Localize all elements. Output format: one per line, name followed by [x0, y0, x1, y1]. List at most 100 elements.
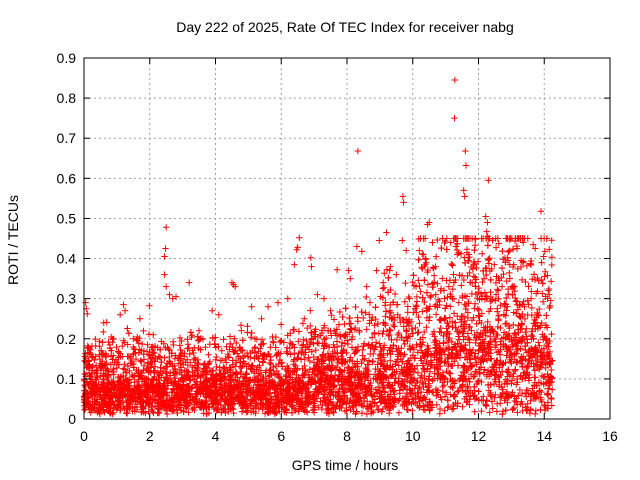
data-point	[272, 333, 280, 341]
data-point	[237, 371, 245, 378]
data-point	[462, 305, 470, 313]
data-point	[100, 328, 107, 336]
data-point	[515, 322, 522, 329]
data-point	[308, 263, 315, 270]
data-point	[499, 407, 507, 415]
data-point	[470, 314, 477, 321]
data-point	[372, 365, 379, 373]
data-point	[434, 236, 441, 244]
data-point	[511, 287, 518, 295]
data-point	[548, 237, 555, 244]
data-point	[493, 341, 500, 349]
data-point	[417, 288, 424, 295]
data-point	[259, 359, 267, 366]
data-point	[334, 359, 342, 367]
data-point	[471, 246, 478, 254]
data-point	[324, 327, 332, 334]
data-point	[184, 341, 192, 348]
data-point	[387, 263, 394, 270]
data-point	[487, 329, 494, 336]
data-point	[546, 361, 553, 368]
data-point	[436, 410, 444, 417]
data-point	[432, 344, 440, 351]
data-point	[537, 359, 544, 366]
data-point	[512, 297, 520, 305]
data-point	[513, 340, 521, 347]
data-point	[432, 385, 440, 393]
data-point	[111, 391, 118, 398]
data-point	[263, 385, 270, 393]
data-point	[304, 389, 312, 396]
data-point	[519, 333, 527, 341]
data-point	[309, 407, 317, 414]
data-point	[168, 350, 175, 357]
data-point	[471, 353, 478, 361]
data-point	[182, 367, 190, 375]
data-point	[252, 343, 259, 351]
data-point	[335, 355, 342, 363]
data-point	[334, 399, 341, 406]
data-point	[438, 329, 445, 336]
data-point	[371, 393, 379, 401]
data-point	[146, 352, 154, 360]
data-point	[293, 374, 300, 381]
data-point	[87, 409, 94, 416]
data-point	[495, 295, 502, 302]
data-point	[352, 348, 359, 356]
data-point	[510, 370, 517, 378]
data-point	[82, 350, 89, 357]
data-point	[367, 390, 375, 398]
data-point	[449, 362, 456, 370]
data-point	[433, 389, 440, 396]
data-point	[449, 285, 456, 293]
data-point	[395, 409, 403, 416]
data-point	[284, 295, 292, 302]
data-point	[549, 386, 556, 393]
data-point	[319, 384, 327, 392]
data-point	[302, 395, 310, 402]
data-point	[385, 332, 392, 340]
data-point	[341, 407, 349, 415]
data-point	[333, 266, 341, 273]
data-point	[103, 319, 110, 326]
data-point	[492, 335, 499, 343]
data-point	[130, 335, 137, 342]
data-point	[473, 264, 480, 272]
data-point	[420, 352, 428, 360]
data-point	[286, 339, 294, 347]
data-point	[545, 343, 552, 350]
data-point	[447, 303, 454, 310]
data-point	[471, 408, 478, 415]
data-point	[525, 301, 532, 308]
data-point	[331, 372, 339, 379]
data-point	[481, 342, 488, 349]
data-point	[455, 299, 462, 306]
data-point	[440, 382, 448, 389]
data-point	[440, 332, 447, 340]
data-point	[405, 293, 412, 301]
data-point	[514, 409, 521, 416]
data-point	[468, 327, 475, 334]
data-point	[345, 267, 352, 274]
data-point	[390, 341, 397, 349]
data-point	[444, 378, 451, 386]
data-point	[506, 354, 513, 361]
data-point	[447, 375, 454, 383]
data-point	[509, 263, 517, 271]
data-point	[200, 368, 208, 375]
data-point	[393, 336, 401, 344]
data-point	[358, 308, 365, 316]
data-point	[86, 349, 93, 356]
data-point	[541, 273, 548, 280]
data-point	[392, 358, 400, 365]
data-point	[517, 400, 524, 408]
data-point	[295, 350, 302, 358]
data-point	[293, 246, 300, 253]
data-point	[486, 350, 494, 357]
data-point	[471, 305, 478, 312]
data-point	[169, 338, 177, 345]
data-point	[213, 372, 220, 379]
data-point	[289, 368, 296, 376]
data-point	[146, 302, 153, 309]
data-point	[480, 267, 487, 275]
